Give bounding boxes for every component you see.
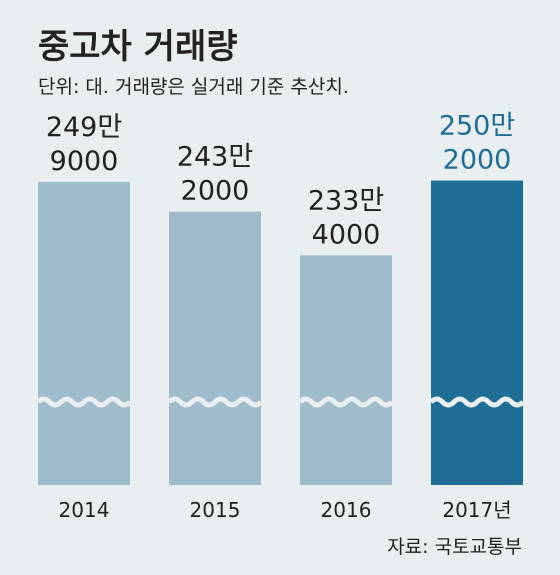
axis-break-wave <box>429 396 525 408</box>
bar <box>38 181 130 485</box>
value-label: 243만 <box>177 142 253 173</box>
axis-breaks-group <box>36 396 525 408</box>
axis-break-wave <box>167 396 263 408</box>
chart-title: 중고차 거래량 <box>38 27 238 67</box>
value-label: 233만 <box>308 185 384 216</box>
value-label: 4000 <box>312 219 381 250</box>
bar <box>300 255 392 485</box>
bars-group <box>38 180 523 486</box>
axis-break-wave <box>298 396 394 408</box>
x-tick-labels-group: 2014 2015 2016 2017년 <box>59 498 512 522</box>
x-tick-label: 2016 <box>321 498 372 522</box>
value-label: 250만 <box>439 111 515 142</box>
bar <box>169 211 261 485</box>
x-tick-label: 2017년 <box>442 498 511 522</box>
x-tick-label: 2014 <box>59 498 110 522</box>
axis-break-wave <box>36 396 132 408</box>
value-label: 249만 <box>46 112 122 143</box>
source-note: 자료: 국토교통부 <box>387 536 522 558</box>
bar <box>431 180 523 486</box>
chart-subtitle: 단위: 대. 거래량은 실거래 기준 추산치. <box>38 76 349 98</box>
value-label: 2000 <box>443 145 512 176</box>
value-label: 2000 <box>181 176 250 207</box>
x-tick-label: 2015 <box>190 498 241 522</box>
value-label: 9000 <box>50 146 119 177</box>
